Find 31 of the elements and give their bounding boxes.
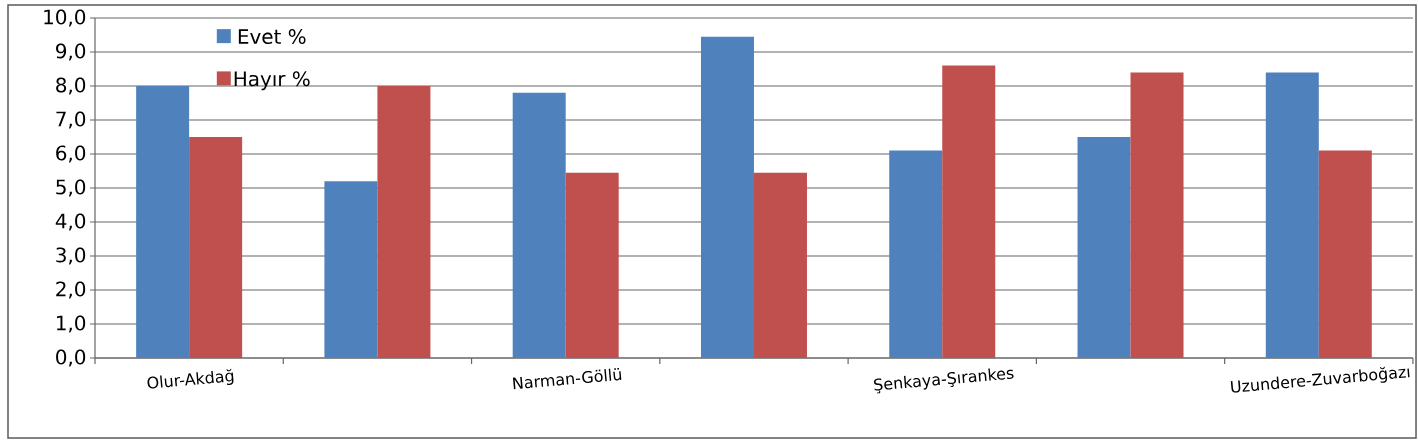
bar: [136, 86, 190, 358]
y-tick-label: 5,0: [56, 179, 86, 197]
bar: [1077, 137, 1131, 358]
y-tick-label: 8,0: [56, 77, 86, 95]
legend-label: Evet %: [238, 28, 306, 45]
bar: [324, 181, 378, 358]
bar: [377, 86, 431, 358]
y-tick-label: 3,0: [56, 247, 86, 265]
legend-label: Hayır %: [234, 71, 310, 91]
x-tick-label: Narman-Göllü: [512, 367, 622, 390]
x-tick-label: Uzundere-Zuvarboğazı: [1230, 366, 1410, 393]
bar: [1318, 150, 1372, 358]
bar: [889, 150, 943, 358]
bar: [753, 172, 807, 358]
bar: [565, 172, 619, 358]
y-tick-label: 9,0: [56, 43, 86, 61]
y-tick-label: 0,0: [56, 349, 86, 367]
bar: [512, 92, 566, 358]
bar: [189, 137, 243, 358]
bar: [942, 65, 996, 358]
bar: [1265, 72, 1319, 358]
y-tick-label: 2,0: [56, 281, 86, 299]
y-tick-label: 7,0: [56, 111, 86, 129]
bar: [1130, 72, 1184, 358]
x-tick-label: Olur-Akdağ: [147, 368, 234, 389]
y-tick-label: 6,0: [56, 145, 86, 163]
bar: [700, 36, 754, 358]
y-tick-label: 4,0: [55, 213, 86, 231]
y-tick-label: 1,0: [56, 315, 86, 333]
x-tick-label: Şenkaya-Şırankes: [873, 368, 1014, 394]
y-tick-label: 10,0: [44, 9, 86, 27]
